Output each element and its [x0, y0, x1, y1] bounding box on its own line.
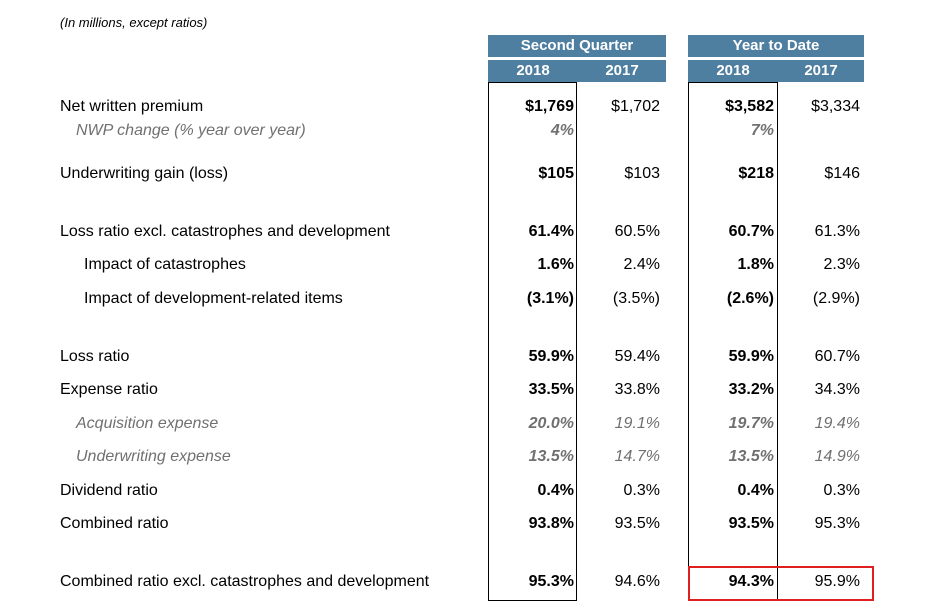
cell-ytd-2017: 61.3%	[814, 223, 860, 240]
cell-q-2018: 61.4%	[528, 223, 574, 240]
cell-ytd-2018: 19.7%	[728, 415, 774, 432]
row-label: Underwriting gain (loss)	[60, 165, 229, 182]
cell-ytd-2017: $3,334	[811, 98, 860, 115]
cell-q-2017: 94.6%	[614, 573, 660, 590]
header-second-quarter: Second Quarter	[488, 35, 666, 57]
cell-ytd-2017: 95.3%	[814, 515, 860, 532]
cell-ytd-2018: 1.8%	[737, 256, 774, 273]
cell-ytd-2017: 0.3%	[823, 482, 860, 499]
row-label: Acquisition expense	[76, 415, 219, 432]
cell-q-2018: 93.8%	[528, 515, 574, 532]
cell-ytd-2018: 59.9%	[728, 348, 774, 365]
row-label: Impact of catastrophes	[84, 256, 246, 273]
cell-ytd-2018: 7%	[750, 122, 774, 139]
row-label: Loss ratio	[60, 348, 130, 365]
cell-ytd-2018: 13.5%	[728, 448, 774, 465]
cell-ytd-2017: (2.9%)	[812, 290, 860, 307]
table-row: Impact of development-related items (3.1…	[0, 287, 930, 311]
header-ytd-2017: 2017	[778, 60, 864, 82]
cell-q-2018: 59.9%	[528, 348, 574, 365]
row-label: Expense ratio	[60, 381, 158, 398]
cell-ytd-2018: (2.6%)	[726, 290, 774, 307]
row-label: NWP change (% year over year)	[76, 122, 306, 139]
cell-q-2017: (3.5%)	[612, 290, 660, 307]
row-label: Underwriting expense	[76, 448, 231, 465]
cell-q-2017: $103	[624, 165, 660, 182]
cell-q-2018: 95.3%	[528, 573, 574, 590]
row-label: Impact of development-related items	[84, 290, 343, 307]
cell-q-2018: 4%	[550, 122, 574, 139]
cell-ytd-2018: 60.7%	[728, 223, 774, 240]
table-row: Dividend ratio 0.4% 0.3% 0.4% 0.3%	[0, 479, 930, 503]
cell-ytd-2017: 95.9%	[814, 573, 860, 590]
header-q-2017: 2017	[578, 60, 666, 82]
cell-ytd-2017: $146	[824, 165, 860, 182]
cell-q-2017: $1,702	[611, 98, 660, 115]
cell-q-2018: 13.5%	[528, 448, 574, 465]
units-note: (In millions, except ratios)	[60, 15, 208, 30]
header-divider	[688, 58, 864, 60]
cell-ytd-2017: 60.7%	[814, 348, 860, 365]
cell-ytd-2018: 0.4%	[737, 482, 774, 499]
cell-ytd-2018: $3,582	[725, 98, 774, 115]
cell-q-2017: 0.3%	[623, 482, 660, 499]
table-row: Loss ratio excl. catastrophes and develo…	[0, 220, 930, 244]
q2018-column-box	[488, 82, 577, 601]
cell-q-2018: (3.1%)	[526, 290, 574, 307]
table-row: Expense ratio 33.5% 33.8% 33.2% 34.3%	[0, 378, 930, 402]
cell-q-2017: 60.5%	[614, 223, 660, 240]
cell-ytd-2018: 94.3%	[728, 573, 774, 590]
row-label: Combined ratio excl. catastrophes and de…	[60, 573, 430, 590]
row-label: Combined ratio	[60, 515, 169, 532]
cell-q-2018: $1,769	[525, 98, 574, 115]
cell-q-2018: 0.4%	[537, 482, 574, 499]
cell-q-2018: 20.0%	[528, 415, 574, 432]
cell-q-2017: 93.5%	[614, 515, 660, 532]
cell-ytd-2017: 14.9%	[814, 448, 860, 465]
table-row: Underwriting expense 13.5% 14.7% 13.5% 1…	[0, 445, 930, 469]
cell-q-2017: 59.4%	[614, 348, 660, 365]
cell-ytd-2018: $218	[738, 165, 774, 182]
table-row: Combined ratio excl. catastrophes and de…	[0, 570, 930, 594]
cell-q-2018: $105	[538, 165, 574, 182]
table-row: Acquisition expense 20.0% 19.1% 19.7% 19…	[0, 412, 930, 436]
cell-q-2017: 14.7%	[614, 448, 660, 465]
table-row: Combined ratio 93.8% 93.5% 93.5% 95.3%	[0, 512, 930, 536]
cell-ytd-2017: 34.3%	[814, 381, 860, 398]
row-label: Net written premium	[60, 98, 204, 115]
cell-q-2017: 2.4%	[623, 256, 660, 273]
highlight-box	[688, 566, 874, 601]
table-row: Net written premium $1,769 $1,702 $3,582…	[0, 95, 930, 119]
cell-q-2018: 1.6%	[537, 256, 574, 273]
cell-ytd-2018: 93.5%	[728, 515, 774, 532]
cell-q-2017: 19.1%	[614, 415, 660, 432]
header-divider	[488, 58, 666, 60]
header-year-to-date: Year to Date	[688, 35, 864, 57]
cell-ytd-2017: 19.4%	[814, 415, 860, 432]
row-label: Loss ratio excl. catastrophes and develo…	[60, 223, 390, 240]
table-row: NWP change (% year over year) 4% 7%	[0, 119, 930, 143]
cell-ytd-2018: 33.2%	[728, 381, 774, 398]
header-ytd-2018: 2018	[688, 60, 778, 82]
cell-ytd-2017: 2.3%	[823, 256, 860, 273]
cell-q-2018: 33.5%	[528, 381, 574, 398]
table-row: Underwriting gain (loss) $105 $103 $218 …	[0, 162, 930, 186]
row-label: Dividend ratio	[60, 482, 158, 499]
table-row: Loss ratio 59.9% 59.4% 59.9% 60.7%	[0, 345, 930, 369]
cell-q-2017: 33.8%	[614, 381, 660, 398]
header-q-2018: 2018	[488, 60, 578, 82]
table-row: Impact of catastrophes 1.6% 2.4% 1.8% 2.…	[0, 253, 930, 277]
